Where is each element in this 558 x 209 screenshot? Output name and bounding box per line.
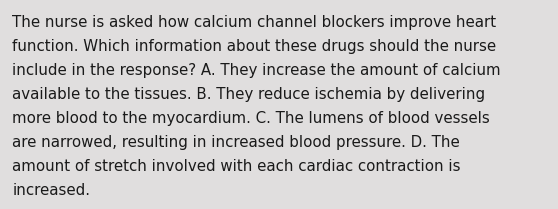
Text: include in the​ response? A. They increase the amount of calcium: include in the​ response? A. They increa… xyxy=(12,63,501,78)
Text: available to the tissues. B. They reduce ischemia by delivering: available to the tissues. B. They reduce… xyxy=(12,87,485,102)
Text: function. Which information about these drugs should the nurse: function. Which information about these … xyxy=(12,39,497,54)
Text: increased.: increased. xyxy=(12,183,90,198)
Text: amount of stretch involved with each cardiac contraction is: amount of stretch involved with each car… xyxy=(12,159,461,174)
Text: more blood to the myocardium. C. The lumens of blood vessels: more blood to the myocardium. C. The lum… xyxy=(12,111,490,126)
Text: The nurse is asked how calcium channel blockers improve heart: The nurse is asked how calcium channel b… xyxy=(12,15,497,30)
Text: are​ narrowed, resulting in increased blood pressure. D. The: are​ narrowed, resulting in increased bl… xyxy=(12,135,460,150)
